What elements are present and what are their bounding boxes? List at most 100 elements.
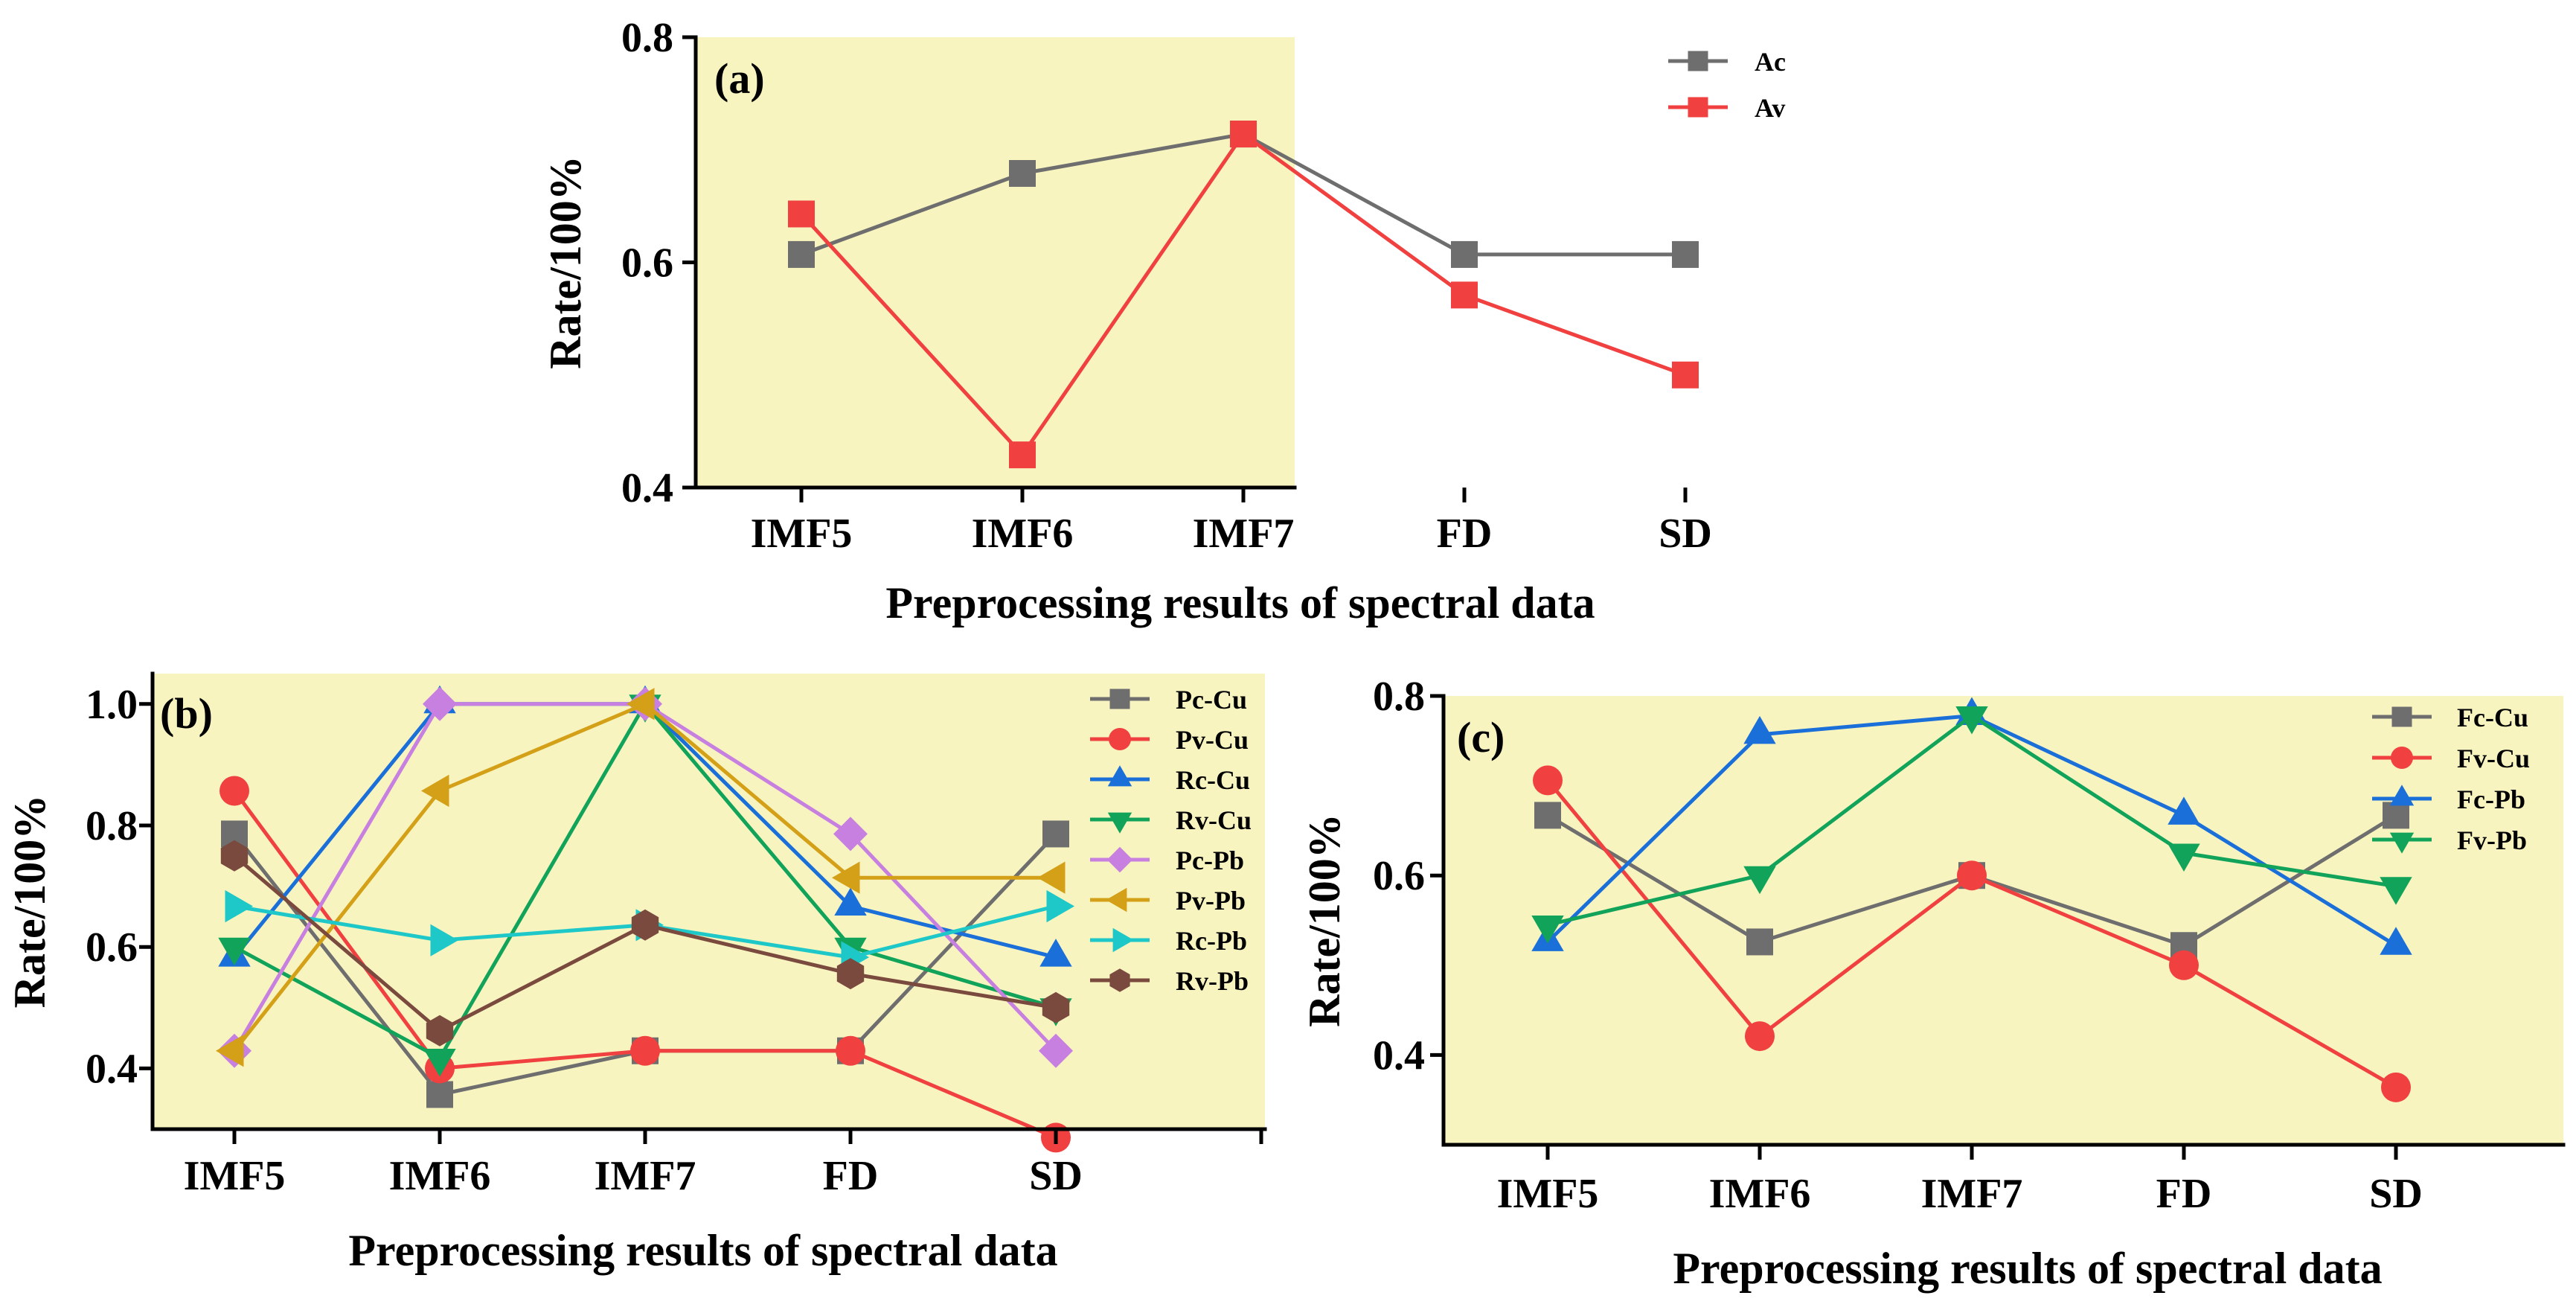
legend-marker-Pc-Pb <box>1106 846 1133 873</box>
legend-marker-Av <box>1688 97 1708 118</box>
legend-marker-Pv-Pb <box>1106 887 1127 913</box>
y-tick-label-b-0.6: 0.6 <box>86 924 138 971</box>
legend-label-Fc-Cu: Fc-Cu <box>2457 703 2528 732</box>
legend-label-Rv-Pb: Rv-Pb <box>1176 966 1249 996</box>
data-point-Pv-Pb-IMF7 <box>627 688 655 721</box>
x-tick-label-c-FD: FD <box>2156 1171 2212 1217</box>
x-tick-label-b-SD: SD <box>1029 1153 1083 1199</box>
x-tick-label-b-IMF6: IMF6 <box>389 1153 491 1199</box>
data-point-Rv-Cu-IMF5 <box>218 937 251 966</box>
data-point-Av-SD <box>1672 361 1699 389</box>
data-point-Pv-Pb-FD <box>832 861 860 894</box>
data-point-Rv-Pb-IMF6 <box>426 1015 454 1047</box>
data-point-Pv-Pb-IMF6 <box>421 774 449 808</box>
y-tick-label-c-0.4: 0.4 <box>1373 1032 1425 1079</box>
data-point-Fv-Cu-FD <box>2169 950 2199 980</box>
data-point-Pc-Cu-SD <box>1042 820 1069 848</box>
plot-area-a <box>696 37 1295 488</box>
x-tick-label-c-IMF6: IMF6 <box>1709 1171 1811 1217</box>
legend-marker-Rv-Cu <box>1107 812 1132 834</box>
x-tick-label-c-IMF7: IMF7 <box>1921 1171 2023 1217</box>
panel-label-b: (b) <box>160 689 213 738</box>
data-point-Rv-Pb-IMF5 <box>220 840 249 872</box>
y-tick-label-a-0.8: 0.8 <box>621 15 673 61</box>
data-point-Rc-Cu-SD <box>1039 939 1072 967</box>
data-point-Ac-SD <box>1672 240 1699 268</box>
series-Rv-Pb <box>220 840 1070 1047</box>
legend-label-Fc-Pb: Fc-Pb <box>2457 785 2525 814</box>
data-point-Pv-Cu-IMF5 <box>220 776 249 806</box>
data-point-Rv-Pb-FD <box>836 958 865 990</box>
series-Fv-Cu <box>1533 765 2411 1102</box>
y-tick-label-c-0.8: 0.8 <box>1373 674 1425 720</box>
x-axis-title-c: Preprocessing results of spectral data <box>1673 1244 2382 1293</box>
chart-panel-a: (a) 0.4 0.6 0.8 IMF5 IMF6 IMF7 FD SD Preprocessin… <box>541 15 1786 627</box>
x-axis-title-a: Preprocessing results of spectral data <box>885 578 1595 627</box>
legend-label-Rc-Pb: Rc-Pb <box>1176 926 1247 956</box>
data-point-Fv-Cu-SD <box>2381 1072 2411 1102</box>
data-point-Fc-Cu-IMF6 <box>1746 928 1773 956</box>
data-point-Fv-Pb-IMF7 <box>1955 706 1988 735</box>
panel-label-a: (a) <box>714 54 765 103</box>
legend-marker-Pc-Cu <box>1109 689 1130 709</box>
data-point-Pc-Pb-FD <box>833 817 868 852</box>
data-point-Fv-Cu-IMF6 <box>1745 1021 1775 1052</box>
data-point-Pv-Pb-IMF5 <box>216 1035 244 1067</box>
data-point-Fv-Pb-SD <box>2380 877 2412 905</box>
y-tick-label-a-0.6: 0.6 <box>621 240 673 287</box>
legend-marker-Fc-Cu <box>2391 706 2412 727</box>
legend-b: Pc-Cu Pv-Cu Rc-Cu Rv-Cu Pc-Pb Pv-Pb Rc-Pb Rv-Pb <box>1090 685 1252 996</box>
legend-label-Av: Av <box>1755 93 1785 123</box>
x-axis-title-b: Preprocessing results of spectral data <box>348 1226 1057 1275</box>
x-tick-label-b-IMF7: IMF7 <box>595 1153 696 1199</box>
data-point-Pv-Cu-IMF7 <box>630 1035 660 1066</box>
data-point-Pc-Cu-IMF6 <box>426 1081 453 1108</box>
data-point-Fv-Cu-IMF5 <box>1533 765 1563 796</box>
legend-marker-Rc-Cu <box>1107 765 1132 787</box>
series-Fv-Pb <box>1531 706 2412 944</box>
data-point-Ac-FD <box>1451 240 1478 268</box>
data-point-Pc-Pb-SD <box>1039 1033 1073 1068</box>
data-point-Rc-Pb-SD <box>1046 889 1074 923</box>
y-tick-label-b-0.4: 0.4 <box>86 1046 138 1092</box>
y-tick-label-b-1.0: 1.0 <box>86 682 138 728</box>
legend-marker-Ac <box>1688 51 1708 71</box>
data-point-Fc-Pb-IMF6 <box>1743 715 1776 744</box>
x-tick-label-a-IMF7: IMF7 <box>1193 511 1295 557</box>
y-tick-label-c-0.6: 0.6 <box>1373 853 1425 899</box>
legend-marker-Fv-Pb <box>2389 832 2415 854</box>
plot-area-c <box>1444 696 2563 1145</box>
legend-marker-Pv-Cu <box>1109 728 1131 750</box>
y-tick-label-b-0.8: 0.8 <box>86 803 138 849</box>
data-point-Rc-Cu-FD <box>834 887 867 916</box>
data-point-Fc-Cu-SD <box>2383 802 2409 829</box>
x-tick-label-b-IMF5: IMF5 <box>184 1153 286 1199</box>
x-tick-label-b-FD: FD <box>823 1153 879 1199</box>
legend-c: Fc-Cu Fv-Cu Fc-Pb Fv-Pb <box>2372 703 2530 855</box>
legend-marker-Rv-Pb <box>1109 968 1130 992</box>
legend-marker-Fc-Pb <box>2389 785 2415 806</box>
data-point-Av-IMF5 <box>788 200 815 228</box>
legend-label-Pv-Pb: Pv-Pb <box>1176 886 1246 916</box>
data-point-Av-IMF6 <box>1009 441 1036 469</box>
legend-marker-Rc-Pb <box>1112 927 1134 953</box>
legend-a: Ac Av <box>1668 47 1786 123</box>
panel-label-c: (c) <box>1457 713 1505 761</box>
data-point-Fc-Pb-FD <box>2168 796 2200 825</box>
chart-panel-c: (c) 0.4 0.6 0.8 IMF5 IMF6 IMF7 FD SD Preprocessin… <box>1300 674 2566 1293</box>
data-point-Ac-IMF5 <box>788 240 815 268</box>
legend-label-Rv-Cu: Rv-Cu <box>1176 805 1252 835</box>
data-point-Fc-Pb-SD <box>2380 927 2412 955</box>
data-point-Rv-Cu-IMF6 <box>423 1049 456 1077</box>
chart-panel-b: (b) 0.4 0.6 0.8 1.0 IMF5 IMF6 IMF7 FD SD Preproces… <box>5 671 1267 1275</box>
legend-label-Fv-Cu: Fv-Cu <box>2457 744 2530 773</box>
data-point-Fv-Pb-IMF5 <box>1531 916 1564 944</box>
legend-label-Ac: Ac <box>1755 47 1786 77</box>
legend-label-Pc-Cu: Pc-Cu <box>1176 685 1247 715</box>
legend-label-Rc-Cu: Rc-Cu <box>1176 765 1250 795</box>
data-point-Ac-IMF6 <box>1009 160 1036 188</box>
data-point-Av-FD <box>1451 281 1478 309</box>
series-Pv-Pb <box>216 688 1066 1067</box>
plot-area-b <box>153 674 1265 1129</box>
data-point-Rc-Pb-IMF6 <box>430 924 458 956</box>
